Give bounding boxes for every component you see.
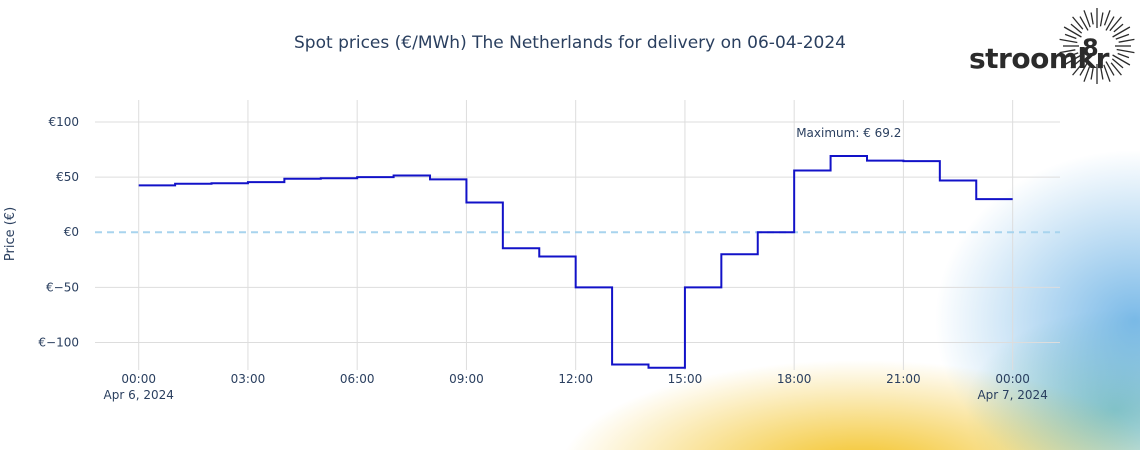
sunburst-ray <box>1113 23 1124 33</box>
sunburst-ray <box>1109 16 1122 32</box>
sunburst-ray <box>1063 54 1082 66</box>
logo-digit: 8 <box>1082 34 1099 62</box>
sunburst-ray <box>1063 26 1082 38</box>
sunburst-ray <box>1090 12 1094 25</box>
y-tick-labels: €100 €50 €0 €−50 €−100 <box>38 115 79 349</box>
max-annotation: Maximum: € 69.2 <box>796 126 901 140</box>
sunburst-ray <box>1100 67 1104 80</box>
sunburst-ray <box>1116 48 1135 54</box>
sunburst-ray <box>1118 38 1135 43</box>
sunburst-ray <box>1083 66 1091 82</box>
x-tick-label: 00:00 <box>995 372 1030 386</box>
x-tick-label: 03:00 <box>231 372 266 386</box>
y-tick-label: €−50 <box>46 280 79 294</box>
sunburst-ray <box>1103 10 1111 26</box>
x-tick-date-label: Apr 7, 2024 <box>977 388 1047 402</box>
y-tick-label: €50 <box>56 170 79 184</box>
sunburst-ray <box>1099 12 1104 27</box>
sunburst-ray <box>1064 33 1077 40</box>
y-tick-label: €0 <box>64 225 79 239</box>
sunburst-ray <box>1079 61 1089 76</box>
sunburst-ray <box>1090 65 1095 80</box>
x-tick-label: 00:00 <box>121 372 156 386</box>
sunburst-ray <box>1072 16 1084 30</box>
sunburst-ray <box>1111 58 1124 69</box>
y-tick-label: €−100 <box>38 335 79 349</box>
sunburst-ray <box>1070 59 1081 69</box>
series-group <box>138 154 1013 369</box>
sunburst-ray <box>1059 38 1078 44</box>
x-tick-label: 06:00 <box>340 372 375 386</box>
sunburst-ray <box>1103 64 1111 82</box>
y-axis-label: Price (€) <box>3 207 18 261</box>
y-tick-label: €100 <box>48 115 79 129</box>
sunburst-ray <box>1117 52 1130 59</box>
x-tick-label: 12:00 <box>558 372 593 386</box>
x-tick-label: 15:00 <box>668 372 703 386</box>
sunburst-icon <box>1059 8 1135 84</box>
x-tick-label: 18:00 <box>777 372 812 386</box>
sunburst-ray <box>1115 33 1130 40</box>
sunburst-ray <box>1064 52 1079 59</box>
sunburst-ray <box>1083 10 1091 28</box>
sunburst-ray <box>1070 23 1083 34</box>
x-tick-date-label: Apr 6, 2024 <box>104 388 174 402</box>
chart-title: Spot prices (€/MWh) The Netherlands for … <box>294 33 846 53</box>
sunburst-ray <box>1105 16 1115 31</box>
stroomkr8-logo: stroomkr 8 <box>965 6 1140 86</box>
sunburst-ray <box>1072 60 1085 76</box>
x-tick-labels: 00:00 Apr 6, 2024 03:00 06:00 09:00 12:00 15:0… <box>104 372 1048 402</box>
sunburst-ray <box>1110 62 1122 76</box>
sunburst-ray <box>1105 61 1115 76</box>
logo-text: stroomkr <box>969 42 1109 75</box>
sunburst-ray <box>1079 16 1089 31</box>
x-tick-label: 09:00 <box>449 372 484 386</box>
sunburst-ray <box>1112 26 1131 38</box>
x-tick-label: 21:00 <box>886 372 921 386</box>
sunburst-ray <box>1059 49 1076 54</box>
price-step-line <box>138 154 1013 369</box>
chart-grid <box>95 100 1060 370</box>
sunburst-ray <box>1112 54 1131 66</box>
